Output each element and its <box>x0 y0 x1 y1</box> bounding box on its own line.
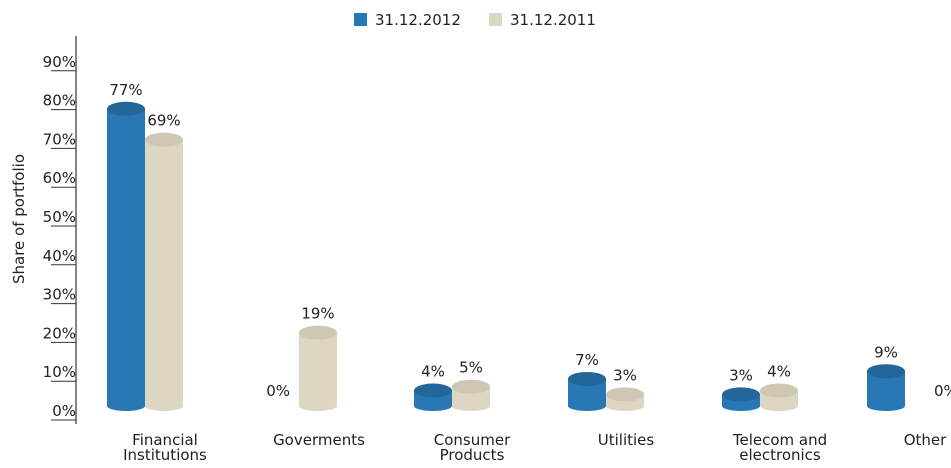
bars: 77% 69% 0% 19% 4% 5% 7% 3% 3% 4% 9% 0% <box>107 81 951 411</box>
bar-2011 <box>299 332 337 406</box>
data-label: 4% <box>421 363 445 381</box>
bar-2012 <box>107 108 145 406</box>
bar-base <box>606 401 644 411</box>
legend-swatch-2011 <box>489 13 502 26</box>
y-axis-title: Share of portfolio <box>10 154 28 284</box>
x-tick-label: Financial Institutions <box>123 431 207 464</box>
data-label: 0% <box>934 382 951 400</box>
bar-top <box>568 371 606 386</box>
y-tick-label: 0% <box>52 402 76 420</box>
x-tick-label: Goverments <box>273 431 365 449</box>
bar-top <box>722 387 760 402</box>
bar-base <box>452 401 490 411</box>
legend-label-2012: 31.12.2012 <box>375 11 461 29</box>
bar-top <box>107 101 145 116</box>
bar-top <box>452 379 490 394</box>
legend: 31.12.2012 31.12.2011 <box>354 11 596 29</box>
data-label: 4% <box>767 363 791 381</box>
bar-base <box>722 401 760 411</box>
bar-top <box>145 132 183 147</box>
y-tick-label: 10% <box>43 363 76 381</box>
bar-base <box>299 401 337 411</box>
y-tick-label: 60% <box>43 169 76 187</box>
bar-top <box>867 364 905 379</box>
y-tick-label: 80% <box>43 92 76 110</box>
legend-swatch-2012 <box>354 13 367 26</box>
y-tick-label: 90% <box>43 53 76 71</box>
x-axis: Financial Institutions Goverments Consumer P… <box>123 431 947 464</box>
data-label: 9% <box>874 343 898 361</box>
bar-base <box>107 401 145 411</box>
data-label: 69% <box>147 112 180 130</box>
bar-top <box>606 387 644 402</box>
bar-base <box>760 401 798 411</box>
bar-base <box>568 401 606 411</box>
x-tick-label: Other <box>904 431 947 449</box>
bar-top <box>760 383 798 398</box>
y-tick-label: 20% <box>43 324 76 342</box>
data-label: 0% <box>266 382 290 400</box>
x-tick-label: Utilities <box>598 431 655 449</box>
bar-base <box>414 401 452 411</box>
y-tick-label: 70% <box>43 130 76 148</box>
x-tick-label: Consumer Products <box>434 431 511 464</box>
bar-base <box>145 401 183 411</box>
y-tick-label: 30% <box>43 286 76 304</box>
data-label: 7% <box>575 351 599 369</box>
bar-top <box>414 383 452 398</box>
data-label: 3% <box>613 366 637 384</box>
data-label: 77% <box>109 81 142 99</box>
x-tick-label: Telecom and electronics <box>732 431 827 464</box>
bar-base <box>867 401 905 411</box>
data-label: 3% <box>729 366 753 384</box>
y-tick-label: 40% <box>43 247 76 265</box>
legend-label-2011: 31.12.2011 <box>510 11 596 29</box>
bar-2011 <box>145 139 183 406</box>
data-label: 5% <box>459 359 483 377</box>
data-label: 19% <box>301 305 334 323</box>
y-tick-label: 50% <box>43 208 76 226</box>
y-axis: 0% 10% 20% 30% 40% 50% 60% 70% 80% 90% <box>43 36 77 424</box>
bar-top <box>299 325 337 340</box>
